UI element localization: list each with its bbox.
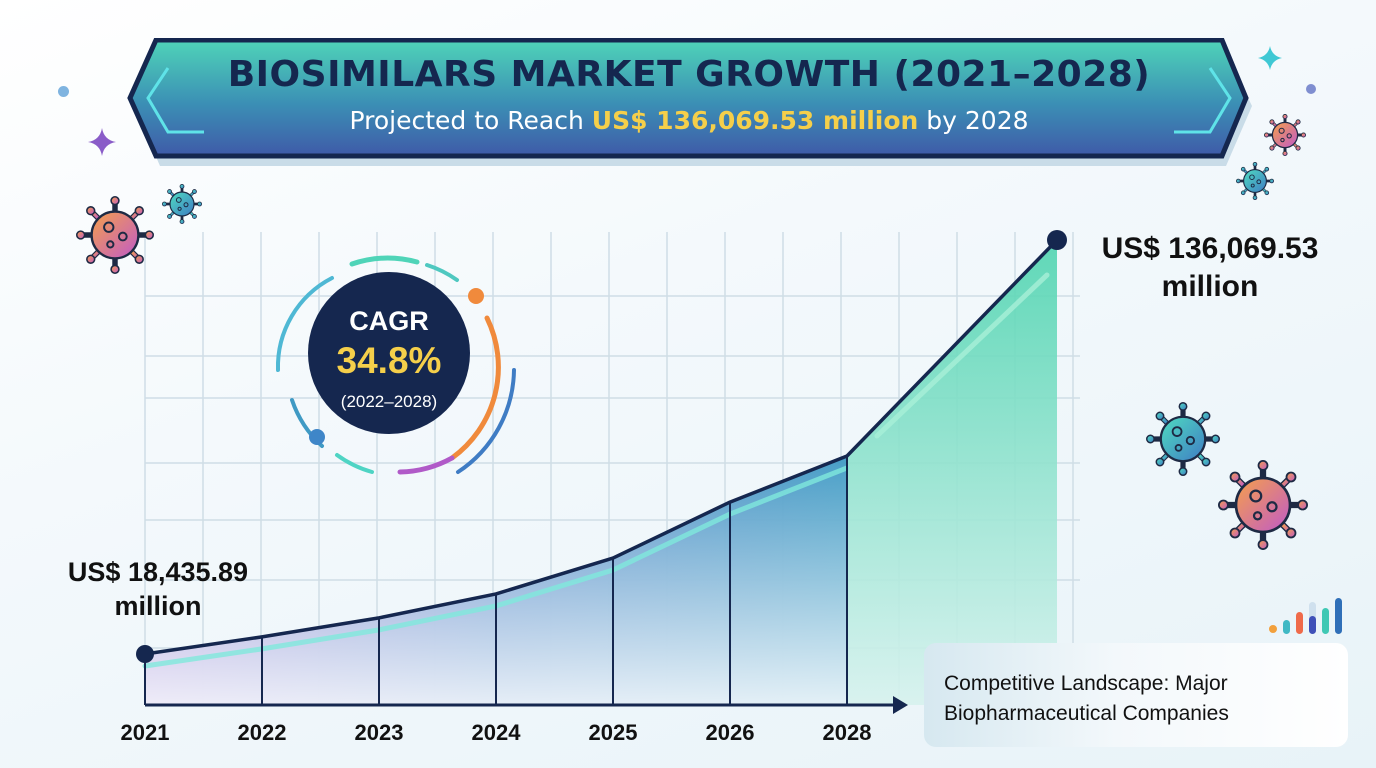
- cagr-ring: [275, 255, 516, 475]
- highlight-stripe: [874, 272, 1050, 439]
- title-banner: BIOSIMILARS MARKET GROWTH (2021–2028) Pr…: [126, 38, 1252, 166]
- x-tick-label: 2022: [238, 720, 287, 745]
- banner-shape: [127, 38, 1252, 166]
- chart-marks: [136, 230, 1067, 714]
- area-fill-late: [847, 240, 1057, 705]
- subtitle-prefix: Projected to Reach: [349, 106, 584, 135]
- banner-title: BIOSIMILARS MARKET GROWTH (2021–2028): [227, 54, 1151, 95]
- virus-icon: [1146, 402, 1220, 476]
- competitive-landscape-box: Competitive Landscape: Major Biopharmace…: [924, 643, 1348, 747]
- x-axis-arrow-icon: [893, 696, 908, 714]
- cagr-badge: CAGR 34.8% (2022–2028): [308, 272, 470, 434]
- x-tick-label: 2024: [472, 720, 522, 745]
- virus-icon: [1264, 114, 1306, 156]
- end-value: US$ 136,069.53: [1101, 232, 1319, 265]
- cagr-period: (2022–2028): [340, 392, 438, 411]
- data-point-2021: [136, 645, 154, 663]
- banner-subtitle: Projected to Reach US$ 136,069.53 millio…: [126, 106, 1252, 135]
- bar-chart-icon: [1269, 598, 1342, 634]
- start-value: US$ 18,435.89: [67, 557, 249, 587]
- x-tick-label: 2025: [589, 720, 638, 745]
- virus-icon: [1236, 162, 1274, 200]
- virus-icon: [1218, 460, 1308, 550]
- virus-icon: [76, 196, 154, 274]
- footer-line2: Biopharmaceutical Companies: [944, 702, 1229, 725]
- x-tick-label: 2026: [706, 720, 755, 745]
- cagr-label: CAGR: [349, 306, 429, 336]
- x-tick-label: 2028: [823, 720, 872, 745]
- series-line: [144, 238, 1059, 656]
- footer-line1: Competitive Landscape: Major: [944, 672, 1228, 695]
- virus-icon: [162, 184, 202, 224]
- end-unit: million: [1161, 270, 1259, 303]
- start-unit: million: [114, 591, 202, 621]
- end-value-callout: US$ 136,069.53 million: [1080, 230, 1340, 306]
- x-tick-label: 2021: [121, 720, 170, 745]
- dot-icon: [58, 86, 69, 97]
- competitive-landscape-text: Competitive Landscape: Major Biopharmace…: [944, 669, 1229, 729]
- cagr-value: 34.8%: [336, 340, 442, 381]
- area-fade: [145, 455, 847, 705]
- dot-icon: [1306, 84, 1316, 94]
- sparkle-icon: [1258, 46, 1282, 70]
- data-point-end-2028: [1047, 230, 1067, 250]
- x-tick-label: 2023: [355, 720, 404, 745]
- subtitle-suffix: by 2028: [926, 106, 1029, 135]
- sparkle-icon: [88, 128, 116, 156]
- subtitle-highlight: US$ 136,069.53 million: [591, 106, 919, 135]
- x-tick-labels: 2021 2022 2023 2024 2025 2026 2028: [121, 720, 872, 745]
- start-value-callout: US$ 18,435.89 million: [28, 555, 288, 623]
